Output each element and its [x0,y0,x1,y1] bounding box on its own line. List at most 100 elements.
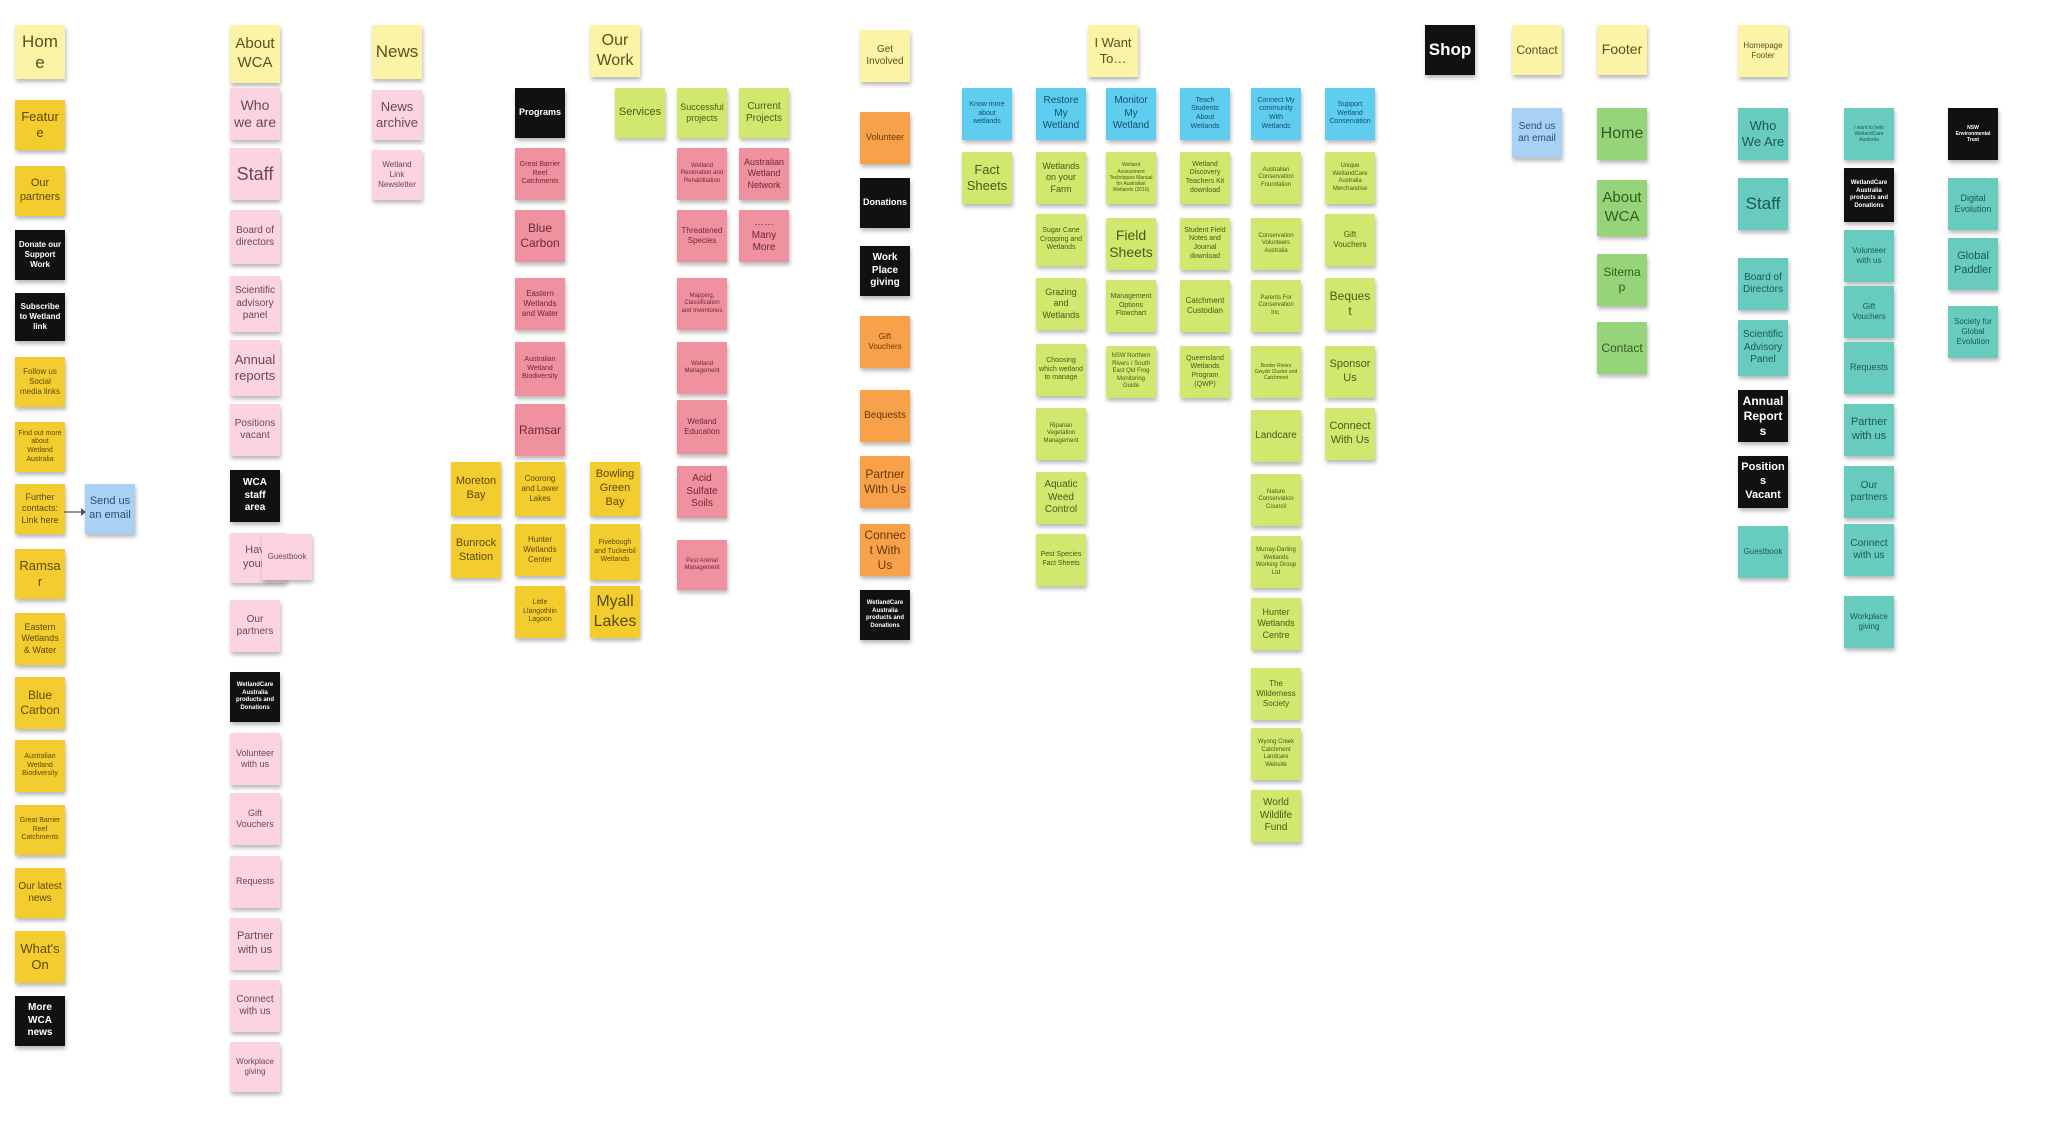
sticky-note-contact-header[interactable]: Contact [1512,25,1562,75]
sticky-note-hp-nsw-trust[interactable]: NSW Environmental Trust [1948,108,1998,160]
sticky-note-want-qld-program[interactable]: Queensland Wetlands Program (QWP) [1180,346,1230,398]
sticky-note-work-services[interactable]: Services [615,88,665,138]
sticky-note-about-products[interactable]: WetlandCare Australia products and Donat… [230,672,280,722]
sticky-note-work-rehab[interactable]: Wetland Restoration and Rehabilitation [677,148,727,200]
sticky-note-home-whats-on[interactable]: What's On [15,931,65,983]
sticky-note-work-current[interactable]: Current Projects [739,88,789,138]
sticky-note-hp-scientific[interactable]: Scientific Advisory Panel [1738,320,1788,376]
sticky-note-want-connect-community[interactable]: Connect My community With Wetlands [1251,88,1301,140]
sticky-note-want-custodian[interactable]: Catchment Custodian [1180,280,1230,332]
sticky-note-want-riparian[interactable]: Riparian Vegetation Management [1036,408,1086,460]
sticky-note-home-donate[interactable]: Donate our Support Work [15,230,65,280]
sticky-note-home-header[interactable]: Home [15,25,65,79]
sticky-note-work-education[interactable]: Wetland Education [677,400,727,454]
sticky-note-home-ramsar[interactable]: Ramsar [15,549,65,599]
sticky-note-about-staff-area[interactable]: WCA staff area [230,470,280,522]
sticky-note-want-bequest[interactable]: Bequest [1325,278,1375,330]
sticky-note-want-teachers-kit[interactable]: Wetland Discovery Teachers Kit download [1180,152,1230,204]
sticky-note-home-eastern-wetlands[interactable]: Eastern Wetlands & Water [15,613,65,665]
sticky-note-work-eastern-wetlands[interactable]: Eastern Wetlands and Water [515,278,565,330]
sticky-note-home-feature[interactable]: Feature [15,100,65,150]
sticky-note-about-positions[interactable]: Positions vacant [230,404,280,456]
sticky-note-hp-partners[interactable]: Our partners [1844,466,1894,518]
sticky-note-want-monitoring-tech[interactable]: Wetland Assessment Techniques Manual for… [1106,152,1156,204]
sticky-note-want-border-rivers[interactable]: Border Rivers Gwydir Cluster and Catchme… [1251,346,1301,398]
sticky-note-work-myall[interactable]: Myall Lakes [590,586,640,638]
sticky-note-work-blue-carbon[interactable]: Blue Carbon [515,210,565,262]
sticky-note-involved-header[interactable]: Get Involved [860,30,910,82]
sticky-note-want-wilderness[interactable]: The Wilderness Society [1251,668,1301,720]
sticky-note-home-barrier-reef[interactable]: Great Barrier Reef Catchments [15,805,65,855]
sticky-note-work-pest-animal[interactable]: Pest Animal Management [677,540,727,590]
sticky-note-work-barrier-reef[interactable]: Great Barrier Reef Catchments [515,148,565,200]
sticky-note-footer-home[interactable]: Home [1597,108,1647,160]
sticky-note-home-our-partners[interactable]: Our partners [15,166,65,216]
sticky-note-want-wwf[interactable]: World Wildlife Fund [1251,790,1301,842]
sticky-note-involved-volunteer[interactable]: Volunteer [860,112,910,164]
sticky-note-hp-help[interactable]: I want to help WetlandCare Australia [1844,108,1894,160]
sticky-note-want-mgmt-flowchart[interactable]: Management Options Flowchart [1106,280,1156,332]
sticky-note-want-murray[interactable]: Murray-Darling Wetlands Working Group Lt… [1251,536,1301,588]
sticky-note-hp-who[interactable]: Who We Are [1738,108,1788,160]
sticky-note-contact-email[interactable]: Send us an email [1512,108,1562,158]
sticky-note-want-acf[interactable]: Australian Conservation Foundation [1251,152,1301,204]
sticky-note-want-sponsor[interactable]: Sponsor Us [1325,346,1375,398]
sticky-note-want-gift[interactable]: Gift Vouchers [1325,214,1375,266]
sticky-note-work-header[interactable]: Our Work [590,25,640,77]
sticky-note-work-acid-soils[interactable]: Acid Sulfate Soils [677,466,727,518]
sticky-note-involved-partner[interactable]: Partner With Us [860,456,910,508]
sticky-note-hp-gift[interactable]: Gift Vouchers [1844,286,1894,338]
sticky-note-news-archive[interactable]: News archive [372,90,422,140]
sticky-note-involved-workplace[interactable]: Work Place giving [860,246,910,296]
sticky-note-about-our-partners[interactable]: Our partners [230,600,280,652]
sticky-note-hp-header[interactable]: Homepage Footer [1738,25,1788,77]
sticky-note-want-pest-species[interactable]: Pest Species Fact Sheets [1036,534,1086,586]
sticky-note-want-sugar-cane[interactable]: Sugar Cane Cropping and Wetlands [1036,214,1086,266]
sticky-note-want-teach[interactable]: Teach Students About Wetlands [1180,88,1230,140]
sticky-note-about-staff[interactable]: Staff [230,148,280,200]
sticky-note-about-gift-vouchers[interactable]: Gift Vouchers [230,793,280,845]
sticky-note-about-partner[interactable]: Partner with us [230,918,280,970]
sticky-note-want-nsw-guide[interactable]: NSW Northern Rivers / South East Qld Fro… [1106,346,1156,398]
sticky-note-want-support[interactable]: Support Wetland Conservation [1325,88,1375,140]
sticky-note-want-pca[interactable]: Parents For Conservation Inc. [1251,280,1301,332]
sticky-note-footer-contact[interactable]: Contact [1597,322,1647,374]
sticky-note-footer-header[interactable]: Footer [1597,25,1647,75]
sticky-note-want-cva[interactable]: Conservation Volunteers Australia [1251,218,1301,270]
sticky-note-hp-annual[interactable]: Annual Reports [1738,390,1788,442]
sticky-note-hp-staff[interactable]: Staff [1738,178,1788,230]
sticky-note-footer-about[interactable]: About WCA [1597,180,1647,236]
sticky-note-involved-gift[interactable]: Gift Vouchers [860,316,910,368]
sticky-note-want-connect-us[interactable]: Connect With Us [1325,408,1375,460]
sticky-note-about-connect[interactable]: Connect with us [230,980,280,1032]
sticky-note-work-many-more[interactable]: ……Many More [739,210,789,262]
sticky-note-work-threatened[interactable]: Threatened Species [677,210,727,262]
sticky-note-work-coorong[interactable]: Coorong and Lower Lakes [515,462,565,516]
sticky-note-home-further-contacts[interactable]: Further contacts: Link here [15,484,65,534]
sticky-note-hp-products[interactable]: WetlandCare Australia products and Donat… [1844,168,1894,222]
sticky-note-want-header[interactable]: I Want To… [1088,25,1138,77]
sticky-note-hp-volunteer[interactable]: Volunteer with us [1844,230,1894,282]
sticky-note-hp-society[interactable]: Society for Global Evolution [1948,306,1998,358]
sticky-note-want-wyong[interactable]: Wyong Creek Catchment Landcare Website [1251,728,1301,780]
sticky-note-home-blue-carbon[interactable]: Blue Carbon [15,677,65,729]
sticky-note-want-unique[interactable]: Unique WetlandCare Australia Merchandise [1325,152,1375,204]
sticky-note-about-guestbook[interactable]: Guestbook [262,534,312,580]
sticky-note-want-hunter-centre[interactable]: Hunter Wetlands Centre [1251,598,1301,650]
sticky-note-about-header[interactable]: About WCA [230,25,280,83]
sticky-note-involved-products[interactable]: WetlandCare Australia products and Donat… [860,590,910,640]
sticky-note-hp-digital[interactable]: Digital Evolution [1948,178,1998,230]
sticky-note-hp-board[interactable]: Board of Directors [1738,258,1788,310]
sticky-note-footer-sitemap[interactable]: Sitemap [1597,254,1647,306]
sticky-note-work-successful[interactable]: Successful projects [677,88,727,138]
sticky-note-want-choosing[interactable]: Choosing which wetland to manage [1036,344,1086,396]
sticky-note-want-landcare[interactable]: Landcare [1251,410,1301,462]
sticky-note-about-volunteer[interactable]: Volunteer with us [230,733,280,785]
sticky-note-hp-positions[interactable]: Positions Vacant [1738,456,1788,508]
sticky-note-hp-guestbook[interactable]: Guestbook [1738,526,1788,578]
sticky-note-work-bowling-green[interactable]: Bowling Green Bay [590,462,640,516]
sticky-note-want-grazing[interactable]: Grazing and Wetlands [1036,278,1086,330]
sticky-note-work-moreton[interactable]: Moreton Bay [451,462,501,516]
sticky-note-about-requests[interactable]: Requests [230,856,280,908]
sticky-note-want-farm[interactable]: Wetlands on your Farm [1036,152,1086,204]
